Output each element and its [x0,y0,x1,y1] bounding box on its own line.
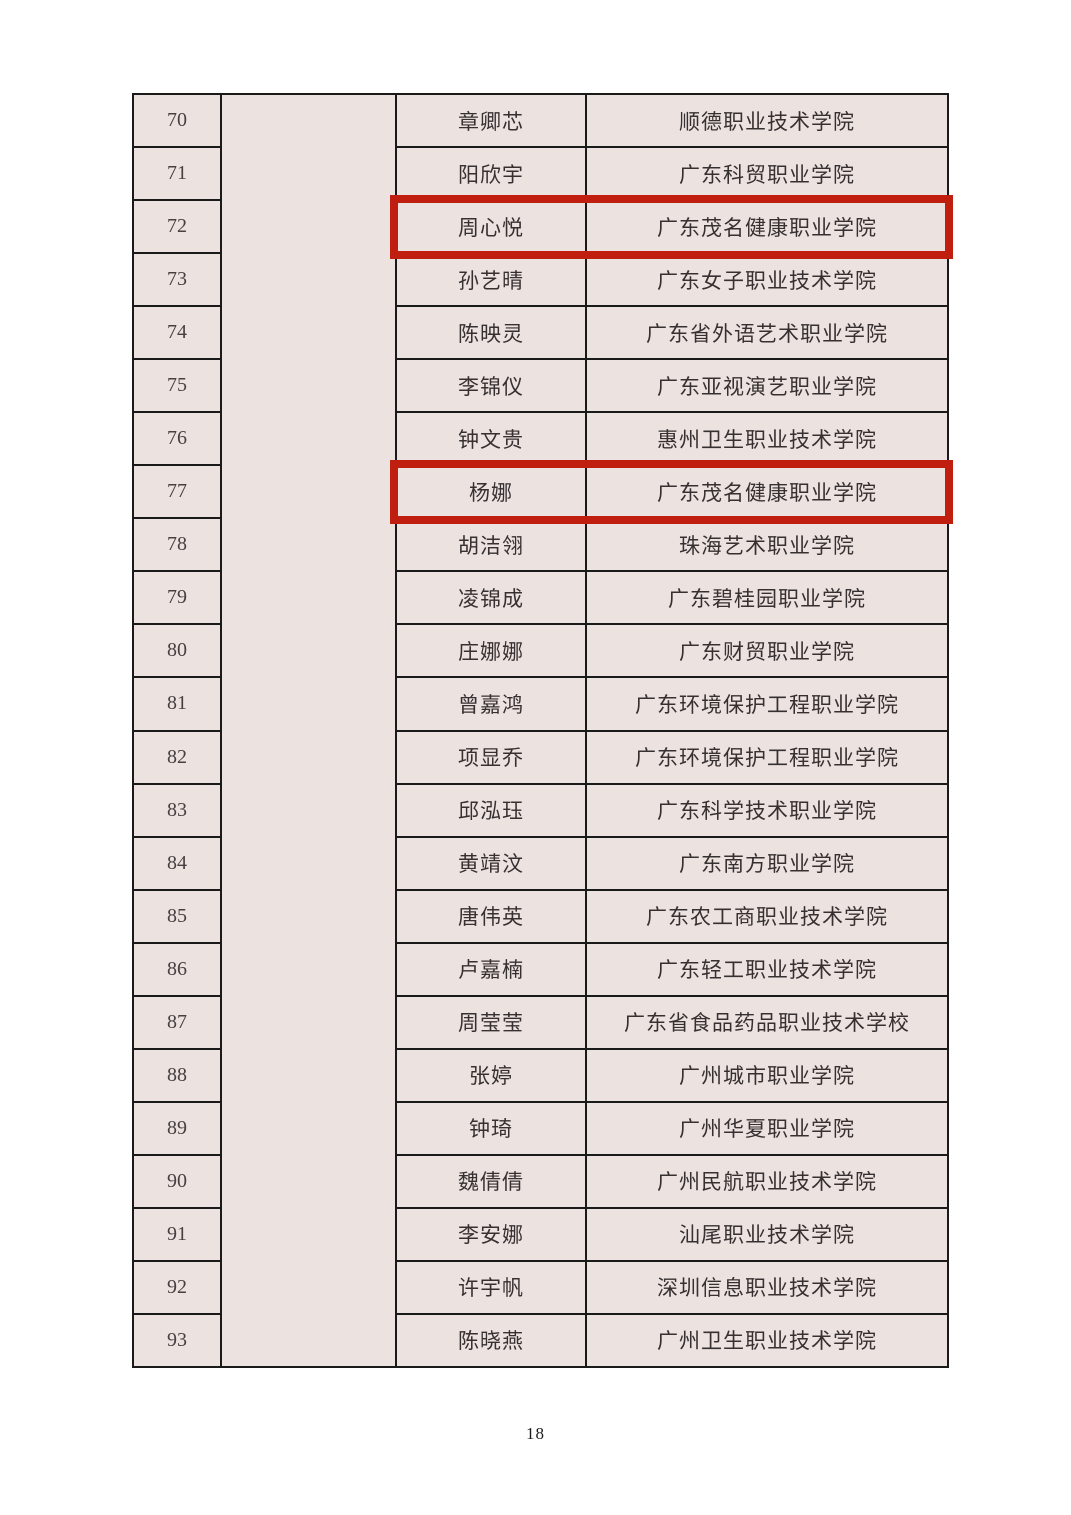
student-name-cell: 卢嘉楠 [397,943,587,997]
row-number-cell: 71 [134,148,222,202]
group-column-merged-cell [222,95,397,1368]
row-number-cell: 92 [134,1261,222,1315]
student-name-cell: 庄娜娜 [397,625,587,679]
row-number-cell: 74 [134,307,222,361]
student-name-cell: 杨娜 [397,466,587,520]
row-number-cell: 73 [134,254,222,308]
student-name-cell: 项显乔 [397,731,587,785]
row-number-cell: 70 [134,95,222,149]
row-number-cell: 87 [134,996,222,1050]
student-name-cell: 魏倩倩 [397,1155,587,1209]
school-name-cell: 广州卫生职业技术学院 [587,1314,949,1368]
page-number: 18 [526,1424,545,1443]
student-name-cell: 孙艺晴 [397,254,587,308]
row-number-cell: 79 [134,572,222,626]
row-number-cell: 72 [134,201,222,255]
student-name-cell: 黄靖汶 [397,837,587,891]
row-number-cell: 89 [134,1102,222,1156]
student-name-cell: 陈晓燕 [397,1314,587,1368]
school-name-cell: 广东省食品药品职业技术学校 [587,996,949,1050]
school-name-cell: 广东亚视演艺职业学院 [587,360,949,414]
row-number-cell: 86 [134,943,222,997]
row-number-cell: 82 [134,731,222,785]
school-name-cell: 广东南方职业学院 [587,837,949,891]
school-name-cell: 广东省外语艺术职业学院 [587,307,949,361]
school-name-cell: 广东科贸职业学院 [587,148,949,202]
student-name-cell: 唐伟英 [397,890,587,944]
student-name-cell: 李安娜 [397,1208,587,1262]
school-name-cell: 广东环境保护工程职业学院 [587,731,949,785]
school-name-cell: 广东茂名健康职业学院 [587,466,949,520]
school-name-cell: 广东碧桂园职业学院 [587,572,949,626]
student-name-cell: 章卿芯 [397,95,587,149]
row-number-cell: 83 [134,784,222,838]
school-name-cell: 汕尾职业技术学院 [587,1208,949,1262]
school-name-cell: 珠海艺术职业学院 [587,519,949,573]
student-name-cell: 邱泓珏 [397,784,587,838]
student-name-cell: 阳欣宇 [397,148,587,202]
student-name-cell: 钟文贵 [397,413,587,467]
school-name-cell: 广东茂名健康职业学院 [587,201,949,255]
school-name-cell: 顺德职业技术学院 [587,95,949,149]
student-name-cell: 许宇帆 [397,1261,587,1315]
school-name-cell: 深圳信息职业技术学院 [587,1261,949,1315]
row-number-cell: 78 [134,519,222,573]
school-name-cell: 广州民航职业技术学院 [587,1155,949,1209]
school-name-cell: 广州城市职业学院 [587,1049,949,1103]
row-number-cell: 85 [134,890,222,944]
row-number-cell: 90 [134,1155,222,1209]
school-name-cell: 广东女子职业技术学院 [587,254,949,308]
row-number-cell: 76 [134,413,222,467]
row-number-cell: 80 [134,625,222,679]
school-name-cell: 广东财贸职业学院 [587,625,949,679]
row-number-cell: 75 [134,360,222,414]
row-number-cell: 93 [134,1314,222,1368]
student-name-cell: 周莹莹 [397,996,587,1050]
school-name-cell: 广东农工商职业技术学院 [587,890,949,944]
student-name-cell: 张婷 [397,1049,587,1103]
row-number-cell: 88 [134,1049,222,1103]
student-name-cell: 钟琦 [397,1102,587,1156]
student-name-cell: 曾嘉鸿 [397,678,587,732]
row-number-cell: 91 [134,1208,222,1262]
roster-table: 70 章卿芯 顺德职业技术学院 71 阳欣宇 广东科贸职业学院 72 周心悦 广东茂名健康职业学… [132,93,949,1368]
student-name-cell: 李锦仪 [397,360,587,414]
row-number-cell: 81 [134,678,222,732]
school-name-cell: 广东环境保护工程职业学院 [587,678,949,732]
student-name-cell: 周心悦 [397,201,587,255]
school-name-cell: 惠州卫生职业技术学院 [587,413,949,467]
student-name-cell: 凌锦成 [397,572,587,626]
school-name-cell: 广州华夏职业学院 [587,1102,949,1156]
student-name-cell: 胡洁翎 [397,519,587,573]
row-number-cell: 77 [134,466,222,520]
student-name-cell: 陈映灵 [397,307,587,361]
school-name-cell: 广东科学技术职业学院 [587,784,949,838]
school-name-cell: 广东轻工职业技术学院 [587,943,949,997]
row-number-cell: 84 [134,837,222,891]
